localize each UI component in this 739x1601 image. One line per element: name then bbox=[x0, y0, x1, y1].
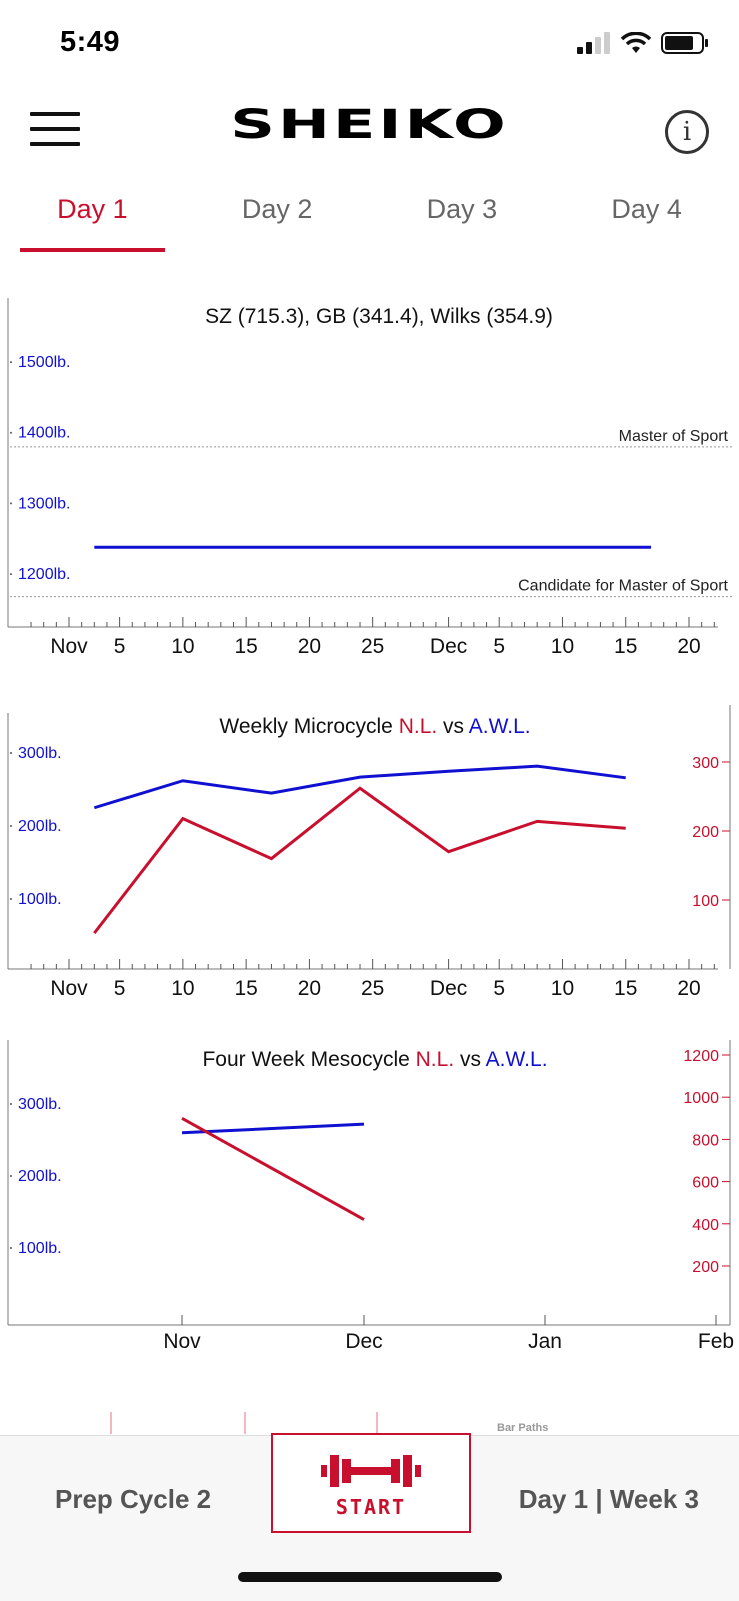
y-tick bbox=[10, 361, 12, 364]
bar-paths-label: Bar Paths bbox=[497, 1422, 549, 1434]
y-tick-label: 300lb. bbox=[18, 745, 62, 762]
peek-line bbox=[376, 1412, 378, 1434]
info-icon[interactable]: i bbox=[665, 110, 709, 154]
x-tick-label: 15 bbox=[234, 635, 257, 658]
x-tick-label: 15 bbox=[234, 977, 257, 1000]
status-icons bbox=[577, 32, 709, 54]
start-label: START bbox=[335, 1495, 407, 1519]
x-tick-label: Dec bbox=[345, 1330, 382, 1350]
x-tick-label: 20 bbox=[298, 635, 321, 658]
x-tick-label: 5 bbox=[493, 635, 505, 658]
y-right-tick-label: 1200 bbox=[683, 1048, 719, 1065]
y-tick bbox=[10, 1247, 12, 1249]
x-tick-label: Nov bbox=[50, 977, 88, 1000]
tab-day-1[interactable]: Day 1 bbox=[0, 180, 185, 252]
y-tick-label: 1200lb. bbox=[18, 566, 71, 583]
x-tick-label: 15 bbox=[614, 635, 637, 658]
peek-line bbox=[110, 1412, 112, 1434]
y-right-tick-label: 400 bbox=[692, 1217, 719, 1234]
x-tick-label: 5 bbox=[493, 977, 505, 1000]
x-tick-label: Jan bbox=[528, 1330, 562, 1350]
hamburger-menu-icon[interactable] bbox=[30, 112, 80, 150]
x-tick-label: 10 bbox=[551, 977, 574, 1000]
awl-series-line bbox=[93, 764, 626, 810]
chart-title: SZ (715.3), GB (341.4), Wilks (354.9) bbox=[205, 305, 553, 328]
wifi-icon bbox=[621, 32, 651, 53]
x-tick-label: 10 bbox=[171, 977, 194, 1000]
x-tick-label: Nov bbox=[50, 635, 88, 658]
chart-title: Four Week Mesocycle N.L. vs A.W.L. bbox=[202, 1048, 547, 1071]
tab-day-3[interactable]: Day 3 bbox=[426, 194, 498, 224]
total-chart: SZ (715.3), GB (341.4), Wilks (354.9) Ma… bbox=[0, 290, 739, 670]
reference-label: Candidate for Master of Sport bbox=[518, 578, 728, 595]
x-tick-label: Feb bbox=[698, 1330, 734, 1350]
x-tick-label: 15 bbox=[614, 977, 637, 1000]
x-tick-label: 20 bbox=[298, 977, 321, 1000]
microcycle-chart: Weekly Microcycle N.L. vs A.W.L. Nov 5 10 1… bbox=[0, 705, 739, 1015]
app-logo: SHEIKO bbox=[230, 102, 509, 148]
app-header: SHEIKO i bbox=[0, 96, 739, 166]
y-tick bbox=[10, 502, 12, 505]
home-indicator bbox=[238, 1572, 502, 1582]
tab-day-4[interactable]: Day 4 bbox=[611, 194, 682, 224]
x-tick-label: 25 bbox=[361, 977, 384, 1000]
status-time: 5:49 bbox=[60, 26, 121, 58]
x-tick-label: 20 bbox=[677, 635, 700, 658]
microcycle-chart-svg: Weekly Microcycle N.L. vs A.W.L. Nov 5 10 1… bbox=[7, 705, 731, 1000]
y-tick-label: 100lb. bbox=[18, 1240, 62, 1257]
y-tick bbox=[10, 825, 12, 827]
y-right-tick-label: 300 bbox=[692, 755, 719, 772]
y-tick-label: 1500lb. bbox=[18, 354, 71, 371]
x-tick-label: 20 bbox=[677, 977, 700, 1000]
y-tick-label: 1300lb. bbox=[18, 495, 71, 512]
x-tick-label: Dec bbox=[430, 977, 467, 1000]
y-right-tick-label: 100 bbox=[692, 893, 719, 910]
y-right-tick-label: 600 bbox=[692, 1175, 719, 1192]
x-tick-label: Nov bbox=[163, 1330, 201, 1350]
y-tick bbox=[10, 573, 12, 576]
x-tick-label: 10 bbox=[171, 635, 194, 658]
day-week-label[interactable]: Day 1 | Week 3 bbox=[518, 1484, 699, 1514]
tab-day-2[interactable]: Day 2 bbox=[241, 194, 313, 224]
battery-icon bbox=[661, 32, 708, 54]
day-tabs: Day 1 Day 2 Day 3 Day 4 bbox=[0, 180, 739, 252]
y-tick bbox=[10, 898, 12, 900]
cellular-signal-icon bbox=[577, 32, 610, 54]
y-right-tick-label: 1000 bbox=[683, 1090, 719, 1107]
cycle-label[interactable]: Prep Cycle 2 bbox=[55, 1484, 212, 1514]
nl-series-line bbox=[181, 1116, 365, 1221]
x-tick-label: 5 bbox=[114, 635, 126, 658]
y-tick bbox=[10, 431, 12, 434]
y-tick bbox=[10, 752, 12, 754]
chart-title: Weekly Microcycle N.L. vs A.W.L. bbox=[219, 715, 530, 738]
y-tick-label: 1400lb. bbox=[18, 425, 71, 442]
y-right-tick-label: 200 bbox=[692, 824, 719, 841]
barbell-icon bbox=[321, 1455, 421, 1487]
y-tick bbox=[10, 1175, 12, 1177]
y-tick-label: 200lb. bbox=[18, 818, 62, 835]
y-tick-label: 100lb. bbox=[18, 891, 62, 908]
reference-label: Master of Sport bbox=[619, 428, 729, 445]
start-button[interactable]: START bbox=[271, 1433, 471, 1533]
y-right-tick-label: 200 bbox=[692, 1259, 719, 1276]
nl-series-line bbox=[93, 786, 626, 935]
mesocycle-chart-svg: Four Week Mesocycle N.L. vs A.W.L. Nov De… bbox=[7, 1040, 734, 1353]
x-tick-label: 10 bbox=[551, 635, 574, 658]
x-tick-label: Dec bbox=[430, 635, 467, 658]
x-tick-label: 25 bbox=[361, 635, 384, 658]
y-tick-label: 300lb. bbox=[18, 1096, 62, 1113]
peek-line bbox=[244, 1412, 246, 1434]
awl-series-line bbox=[181, 1122, 365, 1135]
y-tick-label: 200lb. bbox=[18, 1168, 62, 1185]
y-right-tick-label: 800 bbox=[692, 1132, 719, 1149]
total-chart-svg: SZ (715.3), GB (341.4), Wilks (354.9) Ma… bbox=[7, 298, 732, 658]
x-tick-label: 5 bbox=[114, 977, 126, 1000]
mesocycle-chart: Four Week Mesocycle N.L. vs A.W.L. Nov De… bbox=[0, 1040, 739, 1353]
y-tick bbox=[10, 1103, 12, 1105]
